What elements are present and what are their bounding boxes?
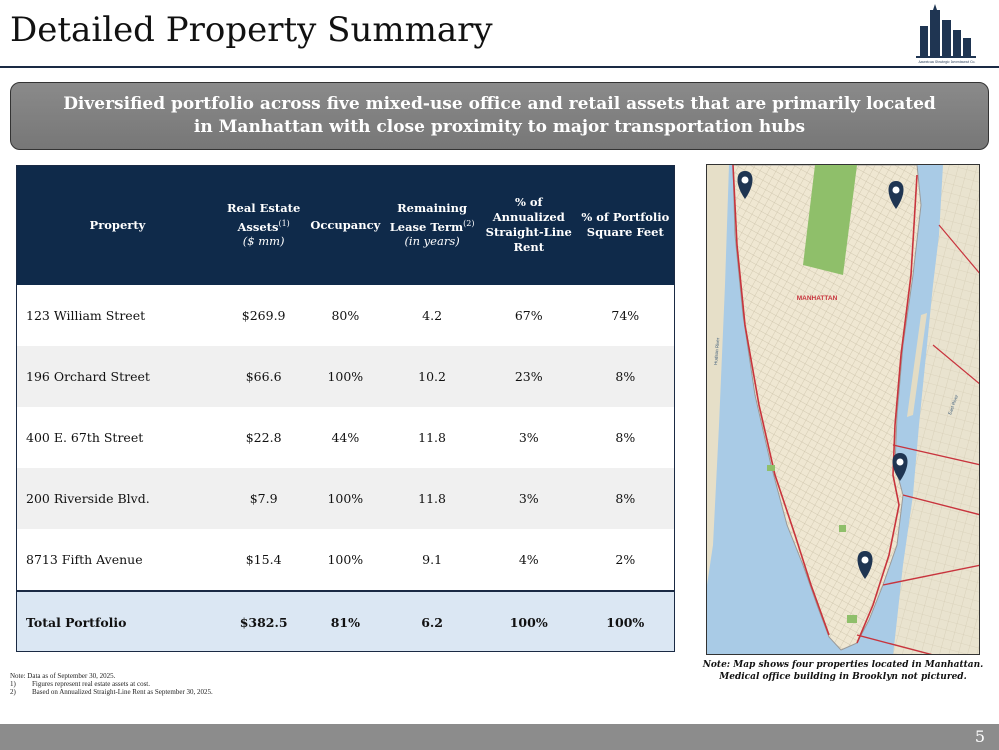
table-row: 196 Orchard Street $66.6 100% 10.2 23% 8… — [16, 346, 675, 407]
table-row: 200 Riverside Blvd. $7.9 100% 11.8 3% 8% — [16, 468, 675, 529]
table-row: 123 William Street $269.9 80% 4.2 67% 74… — [16, 285, 675, 346]
cell-lease: 10.2 — [382, 346, 482, 407]
title-rule — [0, 66, 999, 68]
cell-sqft: 74% — [611, 308, 640, 323]
cell-occupancy: 100% — [308, 468, 383, 529]
location-pin-icon — [737, 171, 753, 199]
company-logo: American Strategic Investment Co. — [916, 4, 976, 64]
location-pin-icon — [888, 181, 904, 209]
header-property: Property — [16, 165, 219, 285]
cell-rent: 67% — [514, 308, 543, 323]
cell-property: 196 Orchard Street — [16, 346, 219, 407]
cell-lease: 6.2 — [382, 590, 482, 652]
cell-sqft: 8% — [575, 346, 675, 407]
location-pin-icon — [857, 551, 873, 579]
cell-occupancy: 44% — [331, 430, 360, 445]
cell-sqft: 100% — [575, 590, 675, 652]
cell-assets: $382.5 — [218, 590, 309, 652]
footer-bar: 5 — [0, 724, 999, 750]
map-label-manhattan: MANHATTAN — [797, 295, 838, 302]
page-title: Detailed Property Summary — [10, 10, 493, 50]
cell-sqft: 8% — [615, 430, 636, 445]
header-rent: % of Annualized Straight-Line Rent — [481, 165, 576, 285]
cell-lease: 9.1 — [422, 552, 443, 567]
map-note: Note: Map shows four properties located … — [702, 660, 984, 682]
cell-occupancy: 81% — [308, 590, 383, 652]
cell-rent: 3% — [518, 430, 539, 445]
cell-rent: 100% — [481, 590, 576, 652]
cell-sqft: 8% — [575, 468, 675, 529]
cell-occupancy: 80% — [331, 308, 360, 323]
header-sqft: % of Portfolio Square Feet — [575, 165, 675, 285]
manhattan-map: MANHATTAN East River Hudson River — [706, 164, 980, 655]
page-number: 5 — [974, 727, 985, 746]
map-image: MANHATTAN East River Hudson River — [707, 165, 979, 654]
footnote-1: 1) Figures represent real estate assets a… — [10, 680, 150, 688]
header-assets: Real Estate Assets(1) ($ mm) — [218, 165, 309, 285]
logo-text: American Strategic Investment Co. — [918, 60, 976, 64]
summary-banner: Diversified portfolio across five mixed-… — [10, 82, 989, 150]
footnote-2: 2) Based on Annualized Straight-Line Rent… — [10, 688, 213, 696]
cell-assets: $15.4 — [245, 552, 282, 567]
cell-assets: $7.9 — [218, 468, 309, 529]
map-label-hudson-river: Hudson River — [713, 337, 720, 365]
footnote-data-date: Note: Data as of September 30, 2025. — [10, 672, 116, 680]
cell-occupancy: 100% — [327, 552, 364, 567]
cell-assets: $22.8 — [245, 430, 282, 445]
table-row: 8713 Fifth Avenue $15.4 100% 9.1 4% 2% — [16, 529, 675, 591]
cell-occupancy: 100% — [308, 346, 383, 407]
table-header-row: Property Real Estate Assets(1) ($ mm) Occ… — [16, 165, 675, 285]
cell-rent: 4% — [518, 552, 539, 567]
cell-lease: 11.8 — [382, 468, 482, 529]
cell-assets: $66.6 — [218, 346, 309, 407]
cell-lease: 11.8 — [418, 430, 446, 445]
cell-property: 8713 Fifth Avenue — [26, 552, 143, 567]
header-occupancy: Occupancy — [308, 165, 383, 285]
cell-sqft: 2% — [615, 552, 636, 567]
cell-property: 400 E. 67th Street — [26, 430, 144, 445]
cell-property: 200 Riverside Blvd. — [16, 468, 219, 529]
cell-rent: 23% — [481, 346, 576, 407]
property-table: Property Real Estate Assets(1) ($ mm) Occ… — [16, 165, 675, 652]
table-row: 400 E. 67th Street $22.8 44% 11.8 3% 8% — [16, 407, 675, 468]
cell-rent: 3% — [481, 468, 576, 529]
cell-property: Total Portfolio — [16, 590, 219, 652]
header-lease-term: Remaining Lease Term(2) (in years) — [382, 165, 482, 285]
cell-lease: 4.2 — [422, 308, 443, 323]
total-row: Total Portfolio $382.5 81% 6.2 100% 100% — [16, 590, 675, 652]
footnotes: Note: Data as of September 30, 2025. 1) F… — [10, 672, 213, 696]
cell-assets: $269.9 — [241, 308, 286, 323]
location-pin-icon — [892, 453, 908, 481]
map-label-east-river: East River — [947, 394, 959, 416]
cell-property: 123 William Street — [26, 308, 146, 323]
